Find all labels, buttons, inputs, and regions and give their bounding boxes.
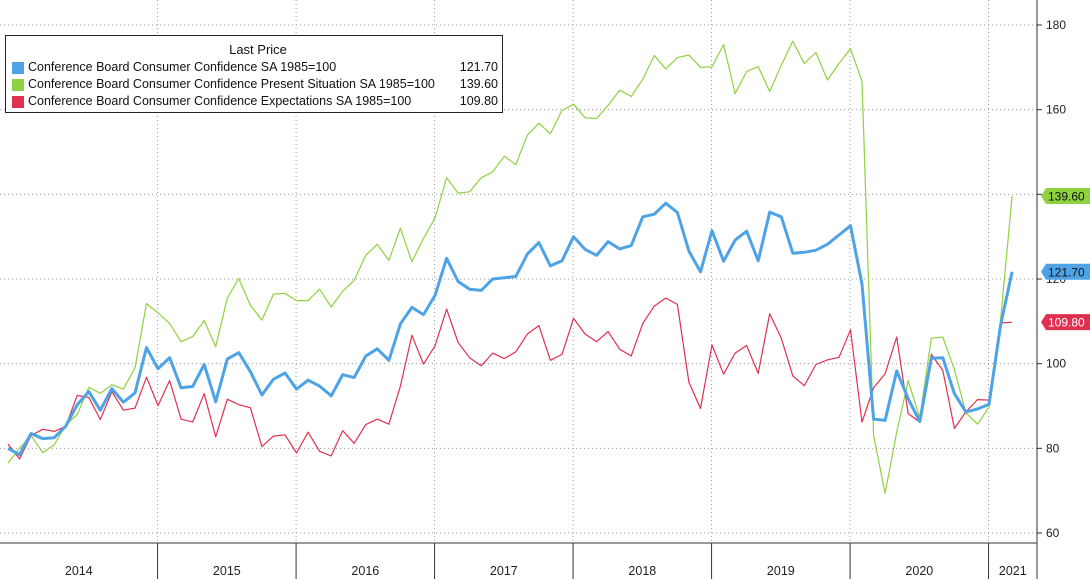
year-label-2016: 2016 (351, 564, 379, 578)
tag-label-121.70: 121.70 (1048, 265, 1085, 279)
last-value-tag-109.80: 109.80 (1041, 314, 1090, 331)
legend-item-overall: Conference Board Consumer Confidence SA … (12, 60, 498, 76)
tag-label-109.80: 109.80 (1048, 316, 1085, 330)
tag-bg-121.70 (1041, 263, 1090, 280)
year-label-2019: 2019 (767, 564, 795, 578)
tag-bg-109.80 (1041, 314, 1090, 331)
series-line-present-situation (7, 40, 1013, 494)
last-value-tags: 139.60 121.70 109.80 (1041, 188, 1090, 331)
series-line-expectations (7, 297, 1013, 460)
y-axis: 6080100120140160180 (1036, 0, 1066, 579)
legend: Last Price Conference Board Consumer Con… (5, 35, 503, 113)
legend-value-overall: 121.70 (459, 60, 498, 74)
legend-value-present-situation: 139.60 (459, 77, 498, 91)
series-layer (7, 40, 1014, 494)
ytick-label-160: 160 (1046, 103, 1066, 117)
tag-label-139.60: 139.60 (1048, 190, 1085, 204)
x-axis: 2014 2015 2016 2017 2018 2019 2020 2021 (0, 542, 1037, 579)
tag-bg-139.60 (1041, 188, 1090, 205)
ytick-label-100: 100 (1046, 357, 1066, 371)
ytick-label-180: 180 (1046, 18, 1066, 32)
legend-item-present-situation: Conference Board Consumer Confidence Pre… (12, 77, 498, 93)
year-label-2021: 2021 (999, 564, 1027, 578)
year-label-2017: 2017 (490, 564, 518, 578)
legend-name-expectations: Conference Board Consumer Confidence Exp… (28, 94, 412, 108)
last-value-tag-139.60: 139.60 (1041, 188, 1090, 205)
ytick-label-60: 60 (1046, 526, 1060, 540)
legend-swatch-overall (12, 62, 24, 74)
legend-value-expectations: 109.80 (459, 94, 498, 108)
legend-item-expectations: Conference Board Consumer Confidence Exp… (12, 94, 498, 110)
legend-name-present-situation: Conference Board Consumer Confidence Pre… (28, 77, 435, 91)
year-label-2014: 2014 (65, 564, 93, 578)
year-label-2015: 2015 (213, 564, 241, 578)
legend-title: Last Price (229, 42, 287, 57)
legend-swatch-present-situation (12, 79, 24, 91)
last-value-tag-121.70: 121.70 (1041, 263, 1090, 280)
legend-swatch-expectations (12, 96, 24, 108)
year-label-2018: 2018 (628, 564, 656, 578)
ytick-label-80: 80 (1046, 441, 1060, 455)
legend-name-overall: Conference Board Consumer Confidence SA … (28, 60, 337, 74)
year-label-2020: 2020 (905, 564, 933, 578)
series-line-overall (7, 201, 1014, 457)
